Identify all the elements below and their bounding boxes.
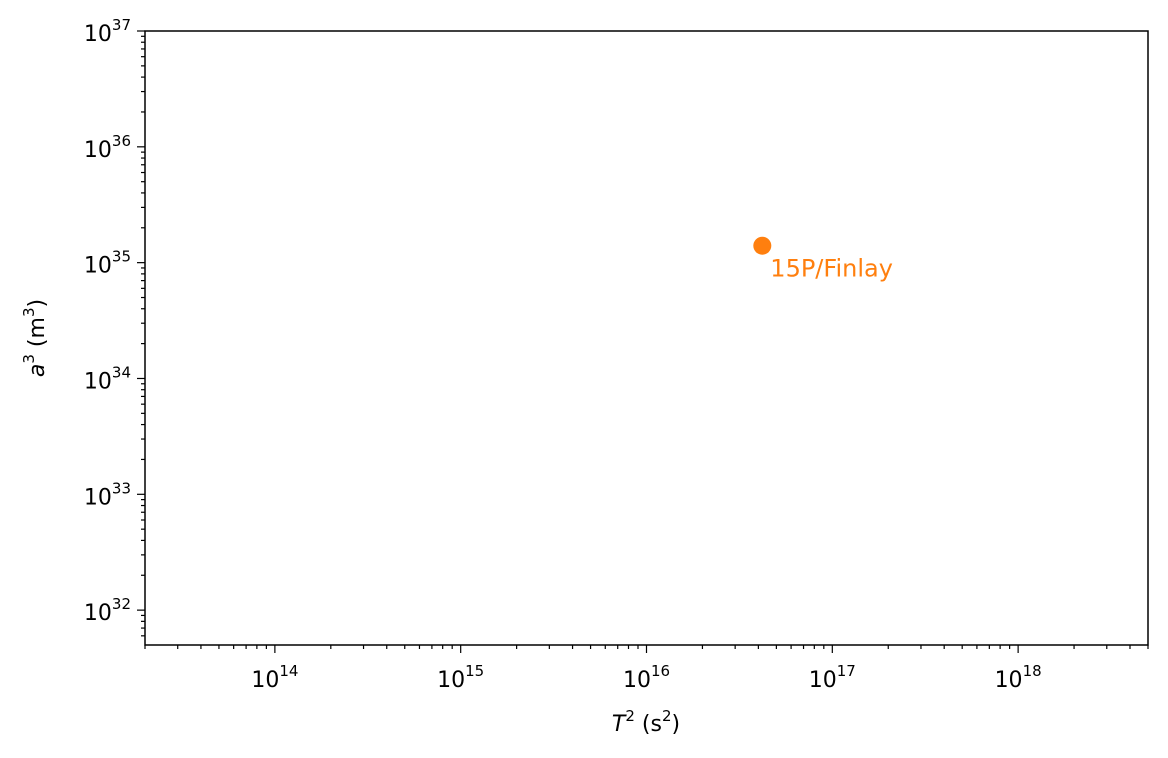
y-axis-label-var-sup: 3 — [20, 354, 38, 364]
x-axis-label-unit: s — [650, 712, 661, 737]
x-tick-label-base: 10 — [623, 668, 651, 693]
x-tick-label-exp: 16 — [651, 662, 670, 680]
x-tick-label-base: 10 — [809, 668, 837, 693]
x-axis-label-unit-close: ) — [672, 712, 681, 737]
y-axis-label-unit-open: ( — [25, 338, 50, 354]
data-point — [753, 236, 772, 255]
y-tick-label-base: 10 — [84, 601, 112, 626]
x-axis-label-var: T — [612, 712, 627, 737]
x-tick-label-base: 10 — [437, 668, 465, 693]
y-tick-label-exp: 36 — [112, 132, 131, 150]
x-tick-label: 1016 — [623, 662, 670, 693]
data-points: 15P/Finlay — [753, 236, 893, 283]
y-tick-label-base: 10 — [84, 254, 112, 279]
x-tick-label: 1017 — [809, 662, 856, 693]
x-tick-label-exp: 14 — [279, 662, 298, 680]
x-tick-label-base: 10 — [995, 668, 1023, 693]
y-tick-label-base: 10 — [84, 485, 112, 510]
x-tick-label-base: 10 — [251, 668, 279, 693]
y-tick-label-exp: 33 — [112, 479, 131, 497]
x-axis-ticks: 1014 1015 1016 1017 1018 — [144, 645, 1149, 693]
y-tick-label-exp: 32 — [112, 595, 131, 613]
x-tick-label-exp: 15 — [465, 662, 484, 680]
y-tick-label: 1037 — [84, 16, 131, 47]
x-tick-label: 1014 — [251, 662, 298, 693]
x-tick-label: 1018 — [995, 662, 1042, 693]
y-tick-label: 1035 — [84, 248, 131, 279]
data-point-label: 15P/Finlay — [770, 255, 893, 283]
y-axis-label-unit-sup: 3 — [20, 308, 38, 318]
x-tick-label-exp: 18 — [1023, 662, 1042, 680]
y-tick-label-exp: 35 — [112, 248, 131, 266]
y-tick-label-exp: 34 — [112, 363, 131, 381]
y-tick-label: 1033 — [84, 479, 131, 510]
y-tick-label-exp: 37 — [112, 16, 131, 34]
y-tick-label: 1034 — [84, 363, 131, 394]
x-axis-label-unit-sup: 2 — [662, 707, 672, 725]
x-axis-label-unit-open: ( — [635, 712, 651, 737]
y-tick-label-base: 10 — [84, 22, 112, 47]
x-tick-label-exp: 17 — [837, 662, 856, 680]
x-axis-label: T2 (s2) — [612, 707, 680, 737]
y-axis-label-unit-close: ) — [25, 299, 50, 308]
y-axis-label-var: a — [25, 364, 50, 377]
x-tick-label: 1015 — [437, 662, 484, 693]
y-tick-label-base: 10 — [84, 138, 112, 163]
x-axis-label-var-sup: 2 — [625, 707, 635, 725]
y-tick-label-base: 10 — [84, 369, 112, 394]
plot-area-border — [144, 30, 1149, 646]
y-axis-label: a3 (m3) — [20, 299, 50, 377]
y-tick-label: 1036 — [84, 132, 131, 163]
y-tick-label: 1032 — [84, 595, 131, 626]
y-axis-label-unit: m — [25, 317, 50, 338]
plot-frame — [144, 30, 1149, 646]
